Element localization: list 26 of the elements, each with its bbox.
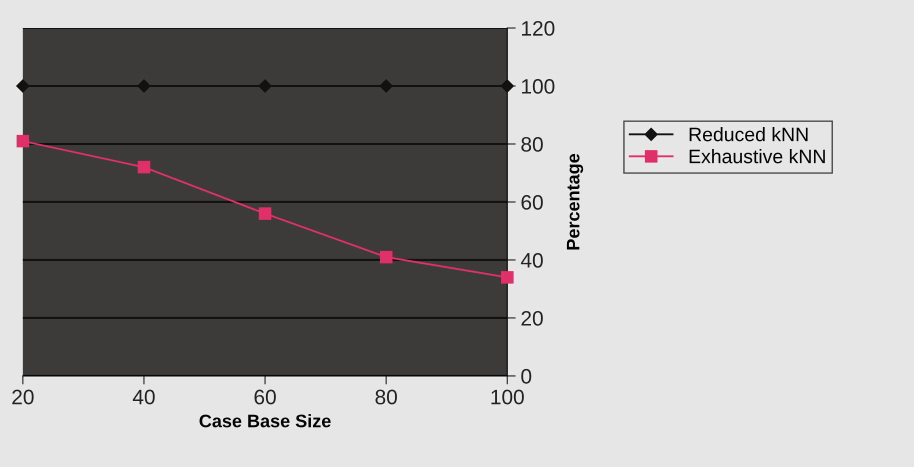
x-tick-label: 20	[12, 390, 34, 404]
y-tick-label: 20	[522, 310, 543, 326]
x-tick-label: 60	[254, 390, 276, 404]
y-tick-label: 40	[520, 252, 543, 268]
point	[16, 134, 30, 148]
point	[500, 79, 514, 93]
y-axis-title: Percentage	[566, 154, 584, 250]
point	[258, 207, 272, 220]
y-tick-label: 100	[522, 79, 554, 94]
x-tick-label: 100	[491, 390, 524, 404]
point	[138, 160, 150, 174]
point	[16, 79, 30, 93]
legend-label: Reduced kNN	[690, 127, 808, 142]
point	[380, 79, 393, 93]
legend-label: Exhaustive kNN	[690, 149, 825, 164]
point	[501, 271, 514, 284]
x-tick-label: 80	[375, 390, 397, 404]
x-axis-title: Case Base Size	[200, 414, 331, 428]
y-tick-label: 80	[521, 136, 543, 152]
y-tick-label: 0	[521, 368, 532, 384]
point	[258, 79, 272, 93]
y-tick-label: 60	[522, 194, 543, 210]
y-tick-label: 120	[522, 21, 554, 36]
x-tick-label: 40	[132, 390, 155, 404]
point	[380, 250, 392, 264]
point	[137, 79, 151, 93]
